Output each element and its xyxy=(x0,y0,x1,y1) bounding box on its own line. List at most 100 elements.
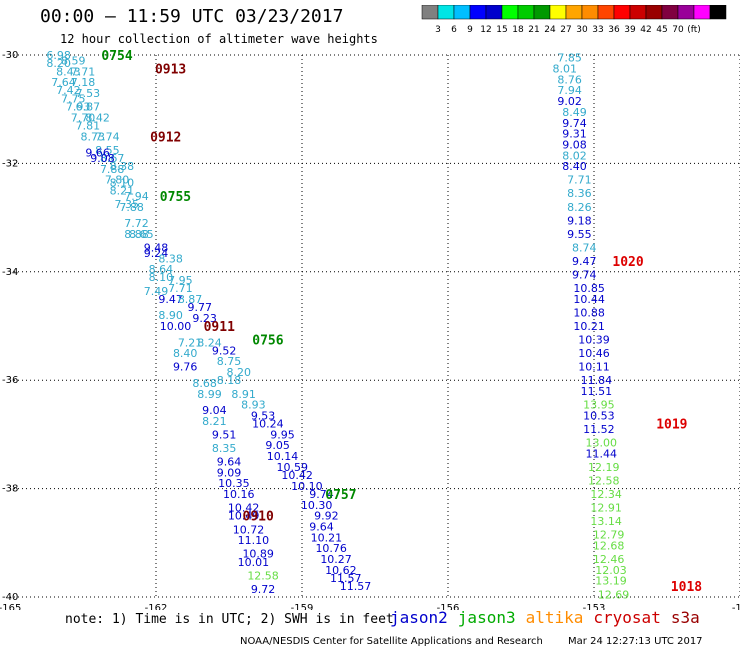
swh-data-point: 10.88 xyxy=(573,306,605,319)
swh-data-point: 12.19 xyxy=(588,461,620,474)
swh-data-point: 6.87 xyxy=(76,100,101,113)
swh-data-point: 8.59 xyxy=(61,54,86,67)
swh-data-point: 13.19 xyxy=(595,575,627,588)
swh-data-point: 12.03 xyxy=(595,564,627,577)
swh-data-point: 9.92 xyxy=(314,510,339,523)
swh-data-point: 9.47 xyxy=(572,255,597,268)
swh-data-point: 9.64 xyxy=(217,456,242,469)
swh-data-point: 9.09 xyxy=(217,466,242,479)
swh-data-point: 12.68 xyxy=(593,540,625,553)
swh-data-point: 9.31 xyxy=(562,128,587,141)
legend-entry: altika xyxy=(525,608,584,627)
swh-data-point: 8.91 xyxy=(231,388,256,401)
colorbar-label: 3 xyxy=(435,25,441,35)
swh-data-point: 9.18 xyxy=(567,214,592,227)
swh-data-point: 10.46 xyxy=(578,347,610,360)
swh-data-point: 10.10 xyxy=(291,480,323,493)
x-tick-label: -15 xyxy=(732,603,740,610)
swh-data-point: 7.21 xyxy=(178,336,203,349)
swh-data-point: 8.68 xyxy=(192,377,217,390)
swh-data-point: 7.18 xyxy=(71,76,96,89)
swh-data-point: 8.90 xyxy=(158,309,183,322)
swh-data-point: 7.81 xyxy=(76,119,101,132)
swh-data-point: 8.21 xyxy=(110,185,135,198)
swh-data-point: 7.85 xyxy=(557,52,582,65)
colorbar-label: 12 xyxy=(480,25,491,35)
swh-data-point: 10.11 xyxy=(578,361,610,374)
swh-data-point: 12.58 xyxy=(247,569,279,582)
swh-data-point: 7.53 xyxy=(76,87,101,100)
swh-data-point: 9.48 xyxy=(144,241,169,254)
swh-data-point: 8.21 xyxy=(202,415,227,428)
swh-data-point: 7.42 xyxy=(56,84,81,97)
swh-data-point: 9.95 xyxy=(270,428,295,441)
swh-data-point: 9.77 xyxy=(188,301,213,314)
swh-data-point: 9.74 xyxy=(309,488,334,501)
swh-data-point: 8.35 xyxy=(212,442,237,455)
swh-data-point: 8.42 xyxy=(85,111,110,124)
swh-data-point: 8.38 xyxy=(110,160,135,173)
swh-data-point: 11.57 xyxy=(340,580,372,593)
swh-data-point: 10.85 xyxy=(573,282,605,295)
swh-data-point: 10.14 xyxy=(267,450,299,463)
swh-data-point: 6.98 xyxy=(46,49,71,62)
swh-data-point: 10.49 xyxy=(228,510,260,523)
swh-data-point: 10.72 xyxy=(233,523,265,536)
swh-data-point: 8.38 xyxy=(158,252,183,265)
pass-time-label: 1018 xyxy=(671,580,702,595)
swh-data-point: 10.53 xyxy=(583,409,615,422)
legend-entry: jason2 xyxy=(390,608,448,627)
y-tick-label: -34 xyxy=(2,267,18,278)
swh-data-point: 10.59 xyxy=(277,461,309,474)
swh-data-point: 10.44 xyxy=(573,293,605,306)
colorbar-label: 9 xyxy=(467,25,473,35)
colorbar-label: 39 xyxy=(624,25,636,35)
swh-data-point: 8.55 xyxy=(95,144,120,157)
swh-data-point: 11.44 xyxy=(586,447,618,460)
swh-data-point: 13.14 xyxy=(590,515,622,528)
x-tick-label: -153 xyxy=(583,603,606,610)
swh-data-point: 13.95 xyxy=(583,399,615,412)
swh-data-point: 7.71 xyxy=(71,65,96,78)
swh-data-point: 12.91 xyxy=(590,502,622,515)
legend-entry: jason3 xyxy=(457,608,516,627)
swh-data-point: 10.62 xyxy=(325,564,357,577)
pass-time-label: 0755 xyxy=(160,190,191,205)
generated-timestamp: Mar 24 12:27:13 UTC 2017 xyxy=(568,636,703,647)
swh-data-point: 9.02 xyxy=(557,95,582,108)
swh-data-point: 8.10 xyxy=(110,176,135,189)
swh-data-point: 12.34 xyxy=(590,488,622,501)
colorbar-label: 15 xyxy=(496,25,507,35)
colorbar-label: 45 xyxy=(656,25,667,35)
swh-data-point: 9.51 xyxy=(212,428,237,441)
swh-data-point: 12.46 xyxy=(593,553,625,566)
colorbar-label: 42 xyxy=(640,25,651,35)
swh-data-point: 8.65 xyxy=(129,228,154,241)
pass-time-label: 1019 xyxy=(656,418,687,433)
swh-data-point: 10.42 xyxy=(228,502,260,515)
satellite-legend: jason2 jason3 altika cryosat s3a xyxy=(390,608,710,627)
swh-data-point: 9.05 xyxy=(265,439,290,452)
swh-data-point: 8.40 xyxy=(562,160,587,173)
swh-data-point: 7.71 xyxy=(567,174,592,187)
pass-time-label: 0910 xyxy=(243,510,274,525)
swh-data-point: 10.00 xyxy=(160,320,192,333)
pass-time-label: 0912 xyxy=(150,130,181,145)
swh-data-point: 8.49 xyxy=(562,106,587,119)
swh-data-point: 9.66 xyxy=(85,147,110,160)
swh-data-point: 12.79 xyxy=(593,529,625,542)
swh-data-point: 9.08 xyxy=(90,152,115,165)
swh-data-point: 10.89 xyxy=(242,548,274,561)
swh-data-point: 8.74 xyxy=(572,241,597,254)
swh-data-point: 10.42 xyxy=(281,469,313,482)
swh-data-point: 11.57 xyxy=(330,572,362,585)
swh-data-point: 10.76 xyxy=(315,542,347,555)
swh-data-point: 10.27 xyxy=(320,553,352,566)
swh-data-point: 10.39 xyxy=(578,334,610,347)
swh-data-point: 7.80 xyxy=(105,174,130,187)
swh-data-point: 10.21 xyxy=(573,320,605,333)
swh-data-point: 7.93 xyxy=(66,100,91,113)
swh-data-point: 8.93 xyxy=(241,399,266,412)
x-tick-label: -159 xyxy=(291,603,314,610)
pass-time-label: 0913 xyxy=(155,63,186,78)
